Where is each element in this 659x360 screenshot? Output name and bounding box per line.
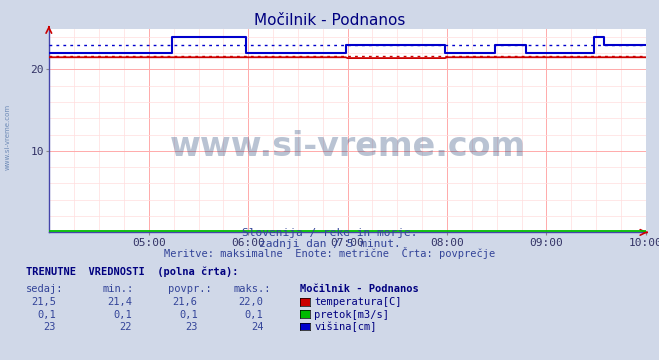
Text: 21,5: 21,5 bbox=[31, 297, 56, 307]
Text: Slovenija / reke in morje.: Slovenija / reke in morje. bbox=[242, 228, 417, 238]
Text: 22,0: 22,0 bbox=[239, 297, 264, 307]
Text: TRENUTNE  VREDNOSTI  (polna črta):: TRENUTNE VREDNOSTI (polna črta): bbox=[26, 267, 239, 278]
Text: www.si-vreme.com: www.si-vreme.com bbox=[5, 104, 11, 170]
Text: 0,1: 0,1 bbox=[38, 310, 56, 320]
Text: 0,1: 0,1 bbox=[245, 310, 264, 320]
Text: 24: 24 bbox=[251, 322, 264, 332]
Text: 21,6: 21,6 bbox=[173, 297, 198, 307]
Text: višina[cm]: višina[cm] bbox=[314, 321, 377, 332]
Text: pretok[m3/s]: pretok[m3/s] bbox=[314, 310, 389, 320]
Text: povpr.:: povpr.: bbox=[168, 284, 212, 294]
Text: sedaj:: sedaj: bbox=[26, 284, 64, 294]
Text: min.:: min.: bbox=[102, 284, 133, 294]
Text: 22: 22 bbox=[119, 322, 132, 332]
Text: 23: 23 bbox=[185, 322, 198, 332]
Text: 0,1: 0,1 bbox=[113, 310, 132, 320]
Text: zadnji dan / 5 minut.: zadnji dan / 5 minut. bbox=[258, 239, 401, 249]
Text: temperatura[C]: temperatura[C] bbox=[314, 297, 402, 307]
Text: Močilnik - Podnanos: Močilnik - Podnanos bbox=[300, 284, 418, 294]
Text: Močilnik - Podnanos: Močilnik - Podnanos bbox=[254, 13, 405, 28]
Text: maks.:: maks.: bbox=[234, 284, 272, 294]
Text: 21,4: 21,4 bbox=[107, 297, 132, 307]
Text: 0,1: 0,1 bbox=[179, 310, 198, 320]
Text: 23: 23 bbox=[43, 322, 56, 332]
Text: www.si-vreme.com: www.si-vreme.com bbox=[169, 130, 526, 163]
Text: Meritve: maksimalne  Enote: metrične  Črta: povprečje: Meritve: maksimalne Enote: metrične Črta… bbox=[164, 247, 495, 260]
